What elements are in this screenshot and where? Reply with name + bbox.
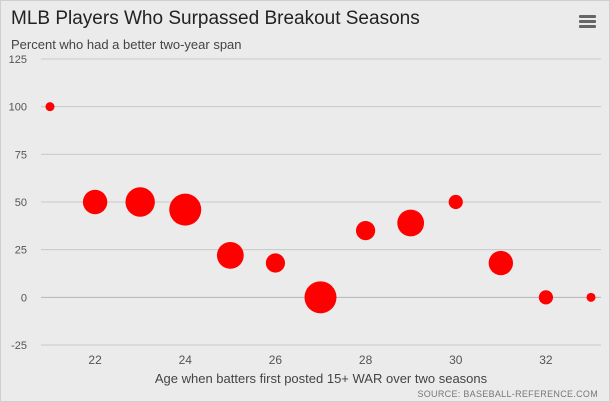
- x-tick-label: 28: [359, 353, 373, 367]
- data-point[interactable]: [488, 250, 514, 276]
- data-point[interactable]: [265, 253, 286, 273]
- x-axis-title: Age when batters first posted 15+ WAR ov…: [155, 371, 488, 386]
- x-tick-label: 32: [539, 353, 553, 367]
- data-point[interactable]: [397, 209, 425, 237]
- y-tick-label: -25: [11, 340, 27, 352]
- data-point[interactable]: [45, 102, 55, 112]
- data-point[interactable]: [82, 189, 108, 215]
- y-tick-label: 100: [9, 102, 27, 114]
- chart-title: MLB Players Who Surpassed Breakout Seaso…: [11, 8, 420, 29]
- data-points: [45, 102, 596, 314]
- data-point[interactable]: [448, 194, 463, 210]
- data-point[interactable]: [216, 241, 244, 269]
- data-point[interactable]: [586, 292, 596, 302]
- x-tick-label: 26: [269, 353, 283, 367]
- source-note: SOURCE: BASEBALL-REFERENCE.COM: [417, 389, 598, 399]
- y-tick-label: 75: [15, 149, 27, 161]
- chart-subtitle: Percent who had a better two-year span: [11, 37, 242, 52]
- data-point[interactable]: [355, 221, 376, 241]
- y-tick-label: 50: [15, 197, 27, 209]
- x-tick-label: 24: [179, 353, 193, 367]
- data-point[interactable]: [538, 290, 554, 305]
- y-tick-label: 0: [21, 292, 27, 304]
- hamburger-menu-icon[interactable]: [579, 15, 596, 29]
- x-tick-label: 30: [449, 353, 463, 367]
- data-point[interactable]: [125, 187, 155, 217]
- y-axis-tick-labels: -25 0 25 50 75 100 125: [9, 54, 27, 352]
- x-tick-label: 22: [88, 353, 102, 367]
- x-axis-tick-labels: 22 24 26 28 30 32: [88, 353, 553, 367]
- gridlines: [41, 58, 601, 346]
- y-tick-label: 125: [9, 54, 27, 66]
- data-point[interactable]: [304, 281, 337, 314]
- data-point[interactable]: [169, 193, 202, 226]
- y-tick-label: 25: [15, 245, 27, 257]
